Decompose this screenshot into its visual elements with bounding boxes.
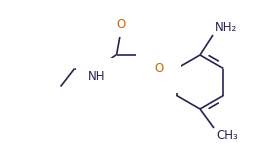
Text: NH: NH (88, 69, 105, 82)
Text: CH₃: CH₃ (216, 129, 238, 142)
Text: NH₂: NH₂ (215, 21, 237, 34)
Text: O: O (154, 62, 163, 75)
Text: O: O (116, 18, 125, 32)
